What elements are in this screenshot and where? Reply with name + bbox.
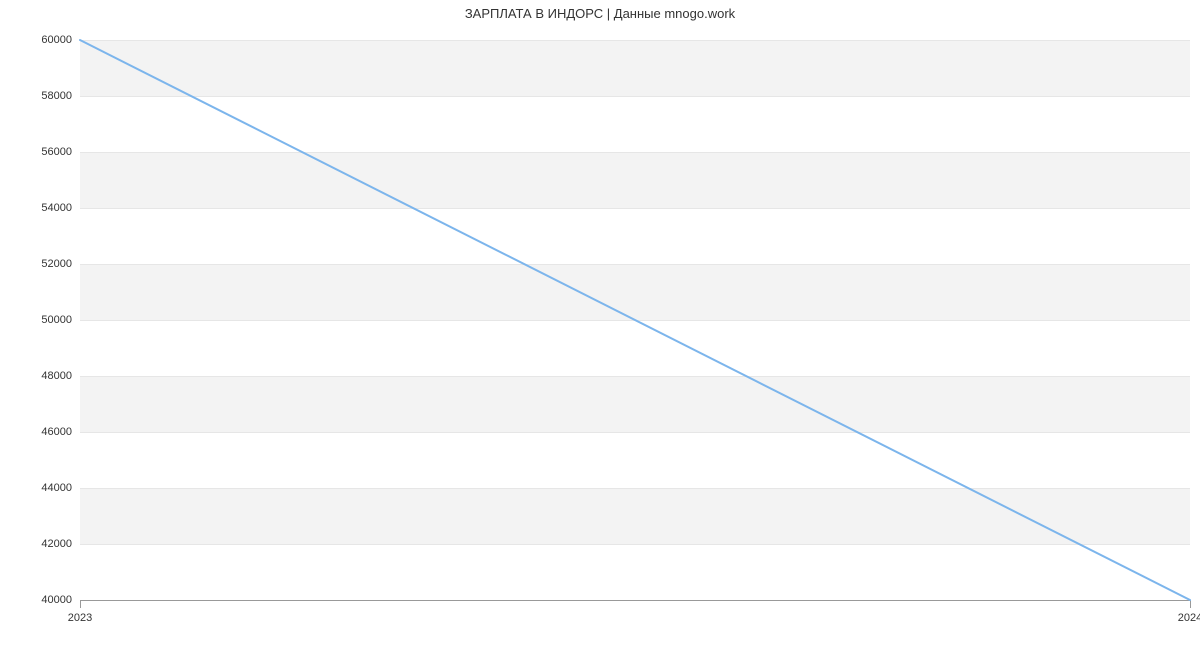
series-line-salary: [80, 40, 1190, 600]
x-tick-label: 2023: [68, 612, 92, 624]
y-tick-label: 56000: [30, 146, 72, 158]
x-tick-mark: [1190, 600, 1191, 608]
y-tick-label: 54000: [30, 202, 72, 214]
y-tick-label: 46000: [30, 426, 72, 438]
y-tick-label: 40000: [30, 594, 72, 606]
series-layer: [80, 40, 1190, 600]
y-tick-label: 60000: [30, 34, 72, 46]
chart-title: ЗАРПЛАТА В ИНДОРС | Данные mnogo.work: [0, 6, 1200, 21]
y-tick-label: 48000: [30, 370, 72, 382]
y-tick-label: 52000: [30, 258, 72, 270]
y-tick-label: 58000: [30, 90, 72, 102]
salary-line-chart: ЗАРПЛАТА В ИНДОРС | Данные mnogo.work 40…: [0, 0, 1200, 650]
y-tick-label: 42000: [30, 538, 72, 550]
y-tick-label: 44000: [30, 482, 72, 494]
plot-area: 4000042000440004600048000500005200054000…: [80, 40, 1190, 600]
x-axis-line: [80, 600, 1190, 601]
y-tick-label: 50000: [30, 314, 72, 326]
x-tick-mark: [80, 600, 81, 608]
x-tick-label: 2024: [1178, 612, 1200, 624]
